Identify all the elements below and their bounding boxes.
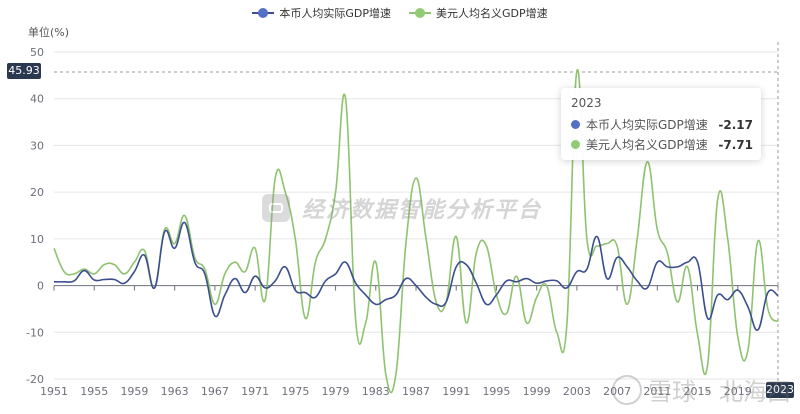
series-line-local-real[interactable] [53,221,779,331]
svg-text:1979: 1979 [322,385,350,398]
svg-text:0: 0 [37,280,44,293]
tooltip-row: 美元人均名义GDP增速 -7.71 [571,136,753,153]
legend-label: 美元人均名义GDP增速 [436,7,548,20]
svg-text:20: 20 [30,186,44,199]
watermark-center: 经济数据智能分析平台 [262,192,542,224]
svg-text:2003: 2003 [563,385,591,398]
svg-text:1999: 1999 [523,385,551,398]
svg-text:2011: 2011 [643,385,671,398]
svg-text:1995: 1995 [482,385,510,398]
legend-item-local-real[interactable]: 本币人均实际GDP增速 [252,5,391,21]
legend-line-dot-icon [409,8,431,18]
snowball-logo-icon [612,374,642,405]
tooltip-row: 本币人均实际GDP增速 -2.17 [571,116,753,133]
chart-tooltip: 2023 本币人均实际GDP增速 -2.17 美元人均名义GDP增速 -7.71 [561,88,761,160]
svg-text:30: 30 [30,139,44,152]
tooltip-title: 2023 [571,96,602,110]
chart-legend: 本币人均实际GDP增速 美元人均名义GDP增速 [0,5,800,21]
svg-text:50: 50 [30,46,44,59]
legend-label: 本币人均实际GDP增速 [279,7,391,20]
tooltip-series-name: 美元人均名义GDP增速 [586,138,708,152]
watermark-corner-text: 雪球 · 北海西 [648,378,791,406]
svg-text:1991: 1991 [442,385,470,398]
axis-pointer-y-label: 45.93 [7,63,41,79]
x-axis: 1951 1955 1959 1963 1967 1971 1975 1979 1983 1987… [40,285,779,398]
tooltip-series-value: -7.71 [718,137,753,152]
series-dot-icon [571,140,580,149]
watermark-corner: 雪球 · 北海西 [612,372,791,407]
svg-text:1951: 1951 [40,385,68,398]
svg-text:1959: 1959 [120,385,148,398]
tooltip-series-name: 本币人均实际GDP增速 [586,118,708,132]
series-dot-icon [571,120,580,129]
svg-text:1975: 1975 [281,385,309,398]
y-axis-ticks: -20 -10 0 10 20 30 40 50 [26,46,44,386]
svg-text:2019: 2019 [724,385,752,398]
watermark-text: 经济数据智能分析平台 [302,198,543,223]
legend-line-dot-icon [252,8,275,18]
svg-text:10: 10 [30,233,44,246]
svg-text:1967: 1967 [201,385,229,398]
svg-text:40: 40 [30,93,44,106]
svg-text:1983: 1983 [362,385,390,398]
svg-text:-10: -10 [26,326,44,339]
svg-text:2015: 2015 [684,385,712,398]
svg-text:1955: 1955 [80,385,108,398]
series-line-usd-nominal[interactable] [53,68,779,394]
svg-text:-20: -20 [26,373,44,386]
tooltip-series-value: -2.17 [718,117,753,132]
watermark-logo-icon [262,194,290,222]
y-axis-unit-label: 单位(%) [28,26,70,39]
axis-pointer-x-label: 2023 [766,382,794,398]
svg-text:1987: 1987 [402,385,430,398]
legend-item-usd-nominal[interactable]: 美元人均名义GDP增速 [409,5,548,21]
svg-text:1963: 1963 [161,385,189,398]
svg-text:1971: 1971 [241,385,269,398]
